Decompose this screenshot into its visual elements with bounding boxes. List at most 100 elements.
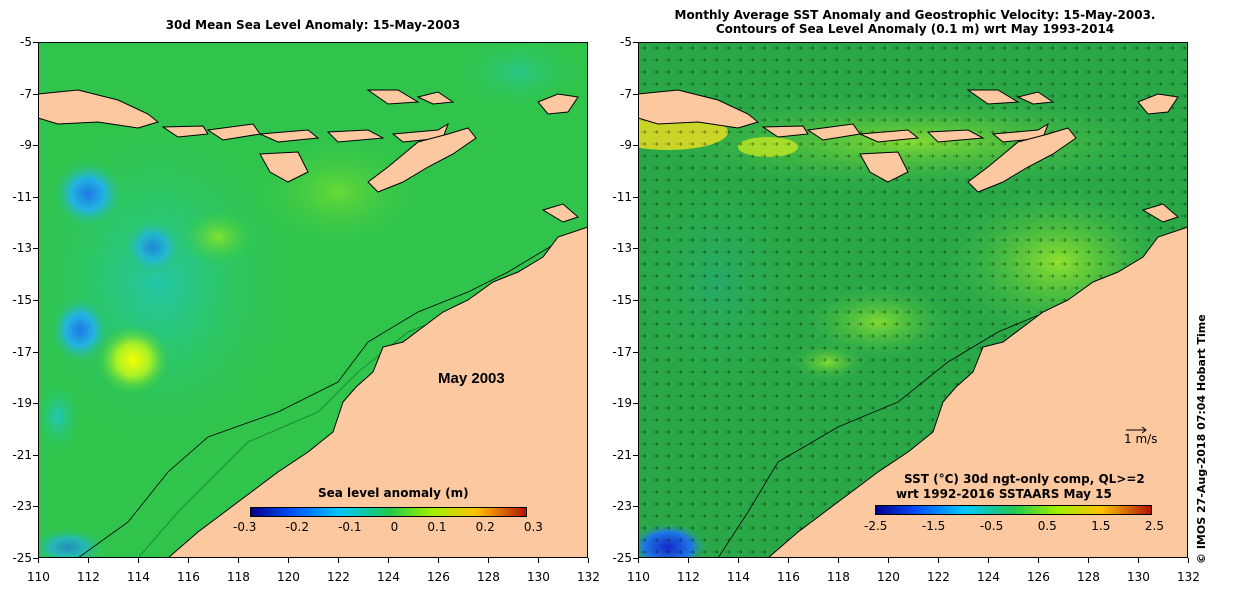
latitude-tick-mark: [633, 93, 638, 95]
sst-tick: 2.5: [1144, 519, 1164, 533]
latitude-tick-label: -11: [612, 189, 632, 204]
longitude-tick-label: 110: [27, 570, 50, 584]
sea-level-anomaly-plot: [38, 42, 588, 558]
sla-tick: -0.2: [285, 520, 309, 534]
timor-island: [967, 127, 1077, 193]
longitude-tick-mark: [488, 558, 489, 563]
latitude-tick-mark: [633, 42, 638, 43]
longitude-tick-mark: [438, 558, 439, 563]
latitude-tick-label: -23: [612, 499, 632, 514]
latitude-tick-mark: [33, 558, 38, 559]
sla-colorbar: [250, 507, 527, 517]
longitude-tick-mark: [838, 558, 839, 563]
sst-tick: -2.5: [864, 519, 888, 533]
longitude-tick-label: 110: [627, 570, 650, 584]
longitude-tick-label: 116: [777, 570, 800, 584]
latitude-tick-mark: [33, 454, 38, 456]
latitude-tick-label: -5: [620, 35, 632, 49]
latitude-tick-mark: [633, 351, 638, 353]
longitude-tick-label: 112: [77, 570, 100, 584]
sst-colorbar-ticks: -2.5 -1.5 -0.5 0.5 1.5 2.5: [864, 519, 1164, 535]
latitude-tick-mark: [633, 248, 638, 250]
sla-tick: 0: [390, 520, 399, 534]
sla-tick: -0.1: [338, 520, 362, 534]
longitude-tick-label: 132: [577, 570, 600, 584]
longitude-tick-mark: [88, 558, 89, 563]
longitude-tick-label: 130: [1127, 570, 1150, 584]
sumba-island: [259, 151, 309, 183]
longitude-tick-mark: [538, 558, 539, 563]
longitude-tick-mark: [338, 558, 339, 563]
sla-colorbar-ticks: -0.3 -0.2 -0.1 0 0.1 0.2 0.3: [233, 520, 543, 536]
latitude-tick-label: -15: [612, 293, 632, 307]
longitude-tick-mark: [938, 558, 939, 563]
sla-tick: 0.1: [427, 520, 447, 534]
latitude-tick-mark: [33, 42, 38, 43]
latitude-tick-mark: [633, 145, 638, 147]
longitude-tick-mark: [988, 558, 989, 563]
longitude-tick-label: 114: [727, 570, 750, 584]
longitude-tick-label: 122: [327, 570, 350, 584]
sst-tick: -1.5: [921, 519, 946, 533]
latitude-tick-label: -25: [612, 551, 632, 565]
latitude-tick-label: -9: [20, 138, 32, 153]
latitude-tick-mark: [33, 248, 38, 250]
longitude-tick-mark: [1188, 558, 1189, 563]
longitude-tick-label: 130: [527, 570, 550, 584]
longitude-tick-label: 126: [427, 570, 450, 584]
longitude-tick-mark: [1038, 558, 1039, 563]
latitude-tick-mark: [633, 506, 638, 508]
longitude-tick-label: 122: [927, 570, 950, 584]
timor-island: [367, 127, 477, 193]
longitude-tick-label: 112: [677, 570, 700, 584]
longitude-tick-mark: [588, 558, 589, 563]
longitude-tick-label: 116: [177, 570, 200, 584]
longitude-tick-label: 114: [127, 570, 150, 584]
latitude-tick-label: -15: [12, 293, 32, 307]
latitude-tick-mark: [33, 93, 38, 95]
longitude-tick-mark: [1138, 558, 1139, 563]
longitude-tick-label: 120: [277, 570, 300, 584]
latitude-tick-mark: [33, 506, 38, 508]
longitude-tick-mark: [688, 558, 689, 563]
credit-note: © IMOS 27-Aug-2018 07:04 Hobart Time: [1195, 314, 1209, 564]
java-island: [638, 89, 760, 129]
longitude-tick-label: 126: [1027, 570, 1050, 584]
latitude-tick-label: -19: [12, 396, 32, 411]
latitude-tick-mark: [633, 196, 638, 198]
longitude-tick-label: 124: [977, 570, 1000, 584]
sst-colorbar-title-line1: SST (°C) 30d ngt-only comp, QL>=2: [904, 472, 1145, 486]
shelf-contour: [77, 231, 588, 558]
longitude-tick-mark: [738, 558, 739, 563]
java-island: [38, 89, 160, 129]
latitude-tick-label: -13: [12, 241, 32, 256]
sea-level-anomaly-map: May 2003 Sea level anomaly (m) -0.3 -0.2…: [38, 42, 588, 558]
sst-tick: 0.5: [1037, 519, 1057, 533]
sumba-island: [859, 151, 909, 183]
latitude-tick-label: -13: [612, 241, 632, 256]
sla-tick: 0.3: [523, 520, 543, 534]
longitude-tick-label: 120: [877, 570, 900, 584]
latitude-tick-mark: [633, 300, 638, 301]
longitude-tick-label: 128: [477, 570, 500, 584]
sst-tick: 1.5: [1091, 519, 1111, 533]
sla-tick: 0.2: [475, 520, 495, 534]
longitude-tick-label: 118: [827, 570, 850, 584]
sst-colorbar-title-line2: wrt 1992-2016 SSTAARS May 15: [896, 487, 1112, 501]
longitude-tick-mark: [138, 558, 139, 563]
longitude-tick-mark: [388, 558, 389, 563]
right-map-title-line2: Contours of Sea Level Anomaly (0.1 m) wr…: [715, 22, 1115, 36]
longitude-tick-mark: [288, 558, 289, 563]
latitude-tick-mark: [33, 351, 38, 353]
longitude-tick-mark: [638, 558, 639, 563]
latitude-tick-label: -7: [20, 86, 32, 101]
longitude-tick-label: 124: [377, 570, 400, 584]
longitude-tick-mark: [788, 558, 789, 563]
sla-colorbar-title: Sea level anomaly (m): [318, 486, 469, 500]
australia-landmass: [167, 226, 588, 558]
latitude-tick-label: -17: [12, 344, 32, 359]
latitude-tick-label: -25: [12, 551, 32, 565]
latitude-tick-mark: [633, 454, 638, 456]
latitude-tick-mark: [633, 558, 638, 559]
longitude-tick-label: 132: [1177, 570, 1200, 584]
